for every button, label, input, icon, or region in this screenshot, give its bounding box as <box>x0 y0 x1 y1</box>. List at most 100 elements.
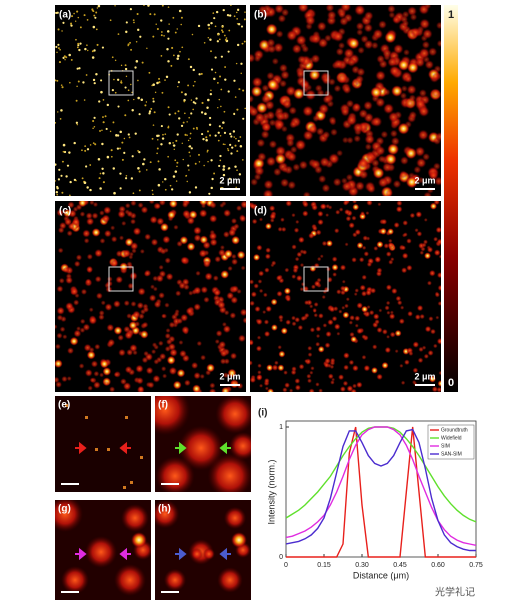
spot <box>131 91 133 94</box>
panel-label: (h) <box>158 504 171 515</box>
spot <box>346 136 354 144</box>
spot <box>180 124 184 128</box>
spot <box>177 54 180 58</box>
spot <box>236 18 238 20</box>
spot <box>96 7 99 9</box>
spot <box>364 133 375 145</box>
spot <box>88 307 94 313</box>
spot <box>67 222 75 230</box>
spot <box>309 327 316 333</box>
spot <box>186 242 196 251</box>
spot <box>436 337 441 345</box>
x-tick-label: 0.30 <box>355 562 369 569</box>
spot <box>251 218 258 225</box>
spot <box>106 155 110 159</box>
spot <box>148 294 157 302</box>
spot <box>300 281 306 287</box>
spot <box>254 112 266 123</box>
spot <box>208 388 217 392</box>
panel-label: (g) <box>58 504 71 515</box>
spot <box>188 151 191 154</box>
spot <box>210 186 213 190</box>
spot <box>280 217 285 223</box>
spot <box>414 313 421 321</box>
spot <box>132 192 135 195</box>
spot <box>194 102 197 105</box>
spot <box>379 227 387 235</box>
image-panel <box>250 201 441 392</box>
emitter <box>123 486 126 489</box>
spot <box>375 70 386 82</box>
spot <box>89 164 92 166</box>
spot <box>168 201 178 209</box>
spot <box>361 305 369 313</box>
spot <box>264 253 271 260</box>
spot <box>236 169 238 172</box>
spot <box>103 380 109 386</box>
spot <box>275 30 284 38</box>
spot <box>270 298 278 306</box>
spot <box>233 15 236 18</box>
spot <box>73 178 77 182</box>
spot <box>235 62 238 65</box>
spot <box>289 120 298 129</box>
blob <box>203 548 215 560</box>
spot <box>102 181 105 184</box>
spot <box>240 72 242 75</box>
spot <box>207 36 210 39</box>
spot <box>62 56 65 59</box>
spot <box>263 377 270 384</box>
spot <box>235 186 237 189</box>
spot <box>144 269 152 277</box>
spot <box>175 290 182 297</box>
spot <box>62 21 65 24</box>
spot <box>91 227 101 237</box>
spot <box>310 53 321 64</box>
spot <box>256 335 262 340</box>
spot <box>228 29 231 32</box>
spot <box>221 29 223 32</box>
spot <box>55 45 58 49</box>
spot <box>155 23 157 25</box>
spot <box>352 383 358 389</box>
spot <box>61 86 64 89</box>
spot <box>408 94 417 102</box>
emitter <box>125 416 128 419</box>
spot <box>403 48 411 56</box>
spot <box>240 62 243 65</box>
spot <box>164 177 167 181</box>
spot <box>174 170 178 173</box>
spot <box>157 183 161 187</box>
spot <box>55 324 58 330</box>
spot <box>218 75 222 78</box>
spot <box>255 318 263 326</box>
spot <box>214 56 217 59</box>
spot <box>195 270 201 277</box>
spot <box>399 156 409 166</box>
spot <box>417 129 429 141</box>
spot <box>331 315 338 322</box>
spot <box>127 133 130 136</box>
spot <box>203 296 210 303</box>
spot <box>253 253 261 261</box>
spot <box>321 240 328 247</box>
spot <box>158 168 161 171</box>
spot <box>398 318 405 325</box>
spot <box>150 107 153 110</box>
spot <box>143 5 145 6</box>
spot <box>148 71 151 74</box>
spot <box>93 49 96 52</box>
spot <box>230 152 233 155</box>
spot <box>218 164 221 168</box>
spot <box>399 170 408 179</box>
spot <box>366 201 373 206</box>
spot <box>68 53 71 57</box>
spot <box>213 77 216 81</box>
spot <box>231 235 241 245</box>
spot <box>395 205 403 213</box>
spot <box>304 358 309 364</box>
x-tick-label: 0.60 <box>431 562 445 569</box>
spot <box>237 139 240 142</box>
blob <box>55 500 83 532</box>
